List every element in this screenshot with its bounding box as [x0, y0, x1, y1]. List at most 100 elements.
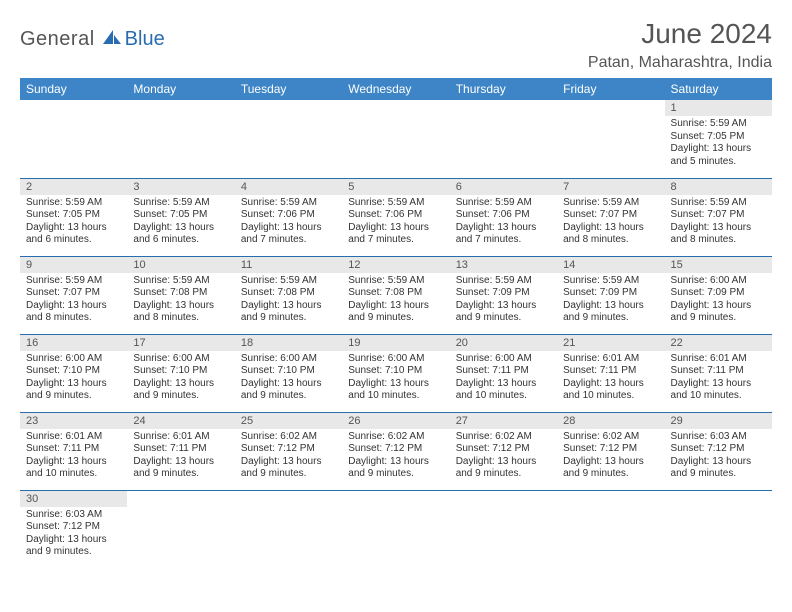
sunset-text: Sunset: 7:12 PM	[241, 443, 336, 456]
day-number: 5	[342, 179, 449, 195]
daylight-text-2: and 9 minutes.	[26, 390, 121, 403]
day-number: 6	[450, 179, 557, 195]
weekday-header: Friday	[557, 78, 664, 100]
calendar-cell: 1Sunrise: 5:59 AMSunset: 7:05 PMDaylight…	[665, 100, 772, 178]
daylight-text-2: and 10 minutes.	[348, 390, 443, 403]
daylight-text-2: and 6 minutes.	[26, 234, 121, 247]
daylight-text-2: and 9 minutes.	[133, 390, 228, 403]
sunrise-text: Sunrise: 6:03 AM	[671, 431, 766, 444]
weekday-header: Tuesday	[235, 78, 342, 100]
daylight-text-1: Daylight: 13 hours	[26, 222, 121, 235]
sunrise-text: Sunrise: 6:00 AM	[133, 353, 228, 366]
calendar-cell: 8Sunrise: 5:59 AMSunset: 7:07 PMDaylight…	[665, 178, 772, 256]
month-title: June 2024	[588, 18, 772, 50]
daylight-text-2: and 10 minutes.	[26, 468, 121, 481]
sunrise-text: Sunrise: 6:02 AM	[241, 431, 336, 444]
day-number: 24	[127, 413, 234, 429]
day-number: 20	[450, 335, 557, 351]
sunset-text: Sunset: 7:10 PM	[241, 365, 336, 378]
calendar-cell	[235, 490, 342, 568]
sunrise-text: Sunrise: 6:00 AM	[26, 353, 121, 366]
sunrise-text: Sunrise: 5:59 AM	[241, 275, 336, 288]
day-details: Sunrise: 6:00 AMSunset: 7:10 PMDaylight:…	[235, 351, 342, 407]
daylight-text-1: Daylight: 13 hours	[133, 300, 228, 313]
sunrise-text: Sunrise: 6:01 AM	[26, 431, 121, 444]
calendar-cell: 12Sunrise: 5:59 AMSunset: 7:08 PMDayligh…	[342, 256, 449, 334]
calendar-cell: 20Sunrise: 6:00 AMSunset: 7:11 PMDayligh…	[450, 334, 557, 412]
daylight-text-1: Daylight: 13 hours	[348, 456, 443, 469]
sunset-text: Sunset: 7:05 PM	[133, 209, 228, 222]
daylight-text-2: and 9 minutes.	[241, 468, 336, 481]
day-details: Sunrise: 6:00 AMSunset: 7:10 PMDaylight:…	[127, 351, 234, 407]
sunrise-text: Sunrise: 5:59 AM	[26, 197, 121, 210]
sunrise-text: Sunrise: 5:59 AM	[348, 197, 443, 210]
day-details: Sunrise: 5:59 AMSunset: 7:08 PMDaylight:…	[342, 273, 449, 329]
calendar-cell	[665, 490, 772, 568]
day-details: Sunrise: 6:01 AMSunset: 7:11 PMDaylight:…	[127, 429, 234, 485]
daylight-text-2: and 9 minutes.	[671, 468, 766, 481]
calendar-cell: 4Sunrise: 5:59 AMSunset: 7:06 PMDaylight…	[235, 178, 342, 256]
sunset-text: Sunset: 7:11 PM	[26, 443, 121, 456]
sunrise-text: Sunrise: 5:59 AM	[563, 197, 658, 210]
day-details: Sunrise: 6:03 AMSunset: 7:12 PMDaylight:…	[20, 507, 127, 563]
daylight-text-1: Daylight: 13 hours	[133, 378, 228, 391]
daylight-text-1: Daylight: 13 hours	[26, 456, 121, 469]
daylight-text-1: Daylight: 13 hours	[563, 378, 658, 391]
day-details: Sunrise: 6:02 AMSunset: 7:12 PMDaylight:…	[235, 429, 342, 485]
calendar-cell	[557, 490, 664, 568]
calendar-cell: 11Sunrise: 5:59 AMSunset: 7:08 PMDayligh…	[235, 256, 342, 334]
calendar-cell: 22Sunrise: 6:01 AMSunset: 7:11 PMDayligh…	[665, 334, 772, 412]
sunrise-text: Sunrise: 6:00 AM	[671, 275, 766, 288]
day-number: 13	[450, 257, 557, 273]
calendar-cell: 7Sunrise: 5:59 AMSunset: 7:07 PMDaylight…	[557, 178, 664, 256]
calendar-cell: 5Sunrise: 5:59 AMSunset: 7:06 PMDaylight…	[342, 178, 449, 256]
day-details: Sunrise: 6:02 AMSunset: 7:12 PMDaylight:…	[557, 429, 664, 485]
sunset-text: Sunset: 7:08 PM	[348, 287, 443, 300]
sunrise-text: Sunrise: 6:01 AM	[133, 431, 228, 444]
sunrise-text: Sunrise: 6:02 AM	[348, 431, 443, 444]
calendar-cell: 27Sunrise: 6:02 AMSunset: 7:12 PMDayligh…	[450, 412, 557, 490]
daylight-text-2: and 10 minutes.	[563, 390, 658, 403]
daylight-text-1: Daylight: 13 hours	[348, 300, 443, 313]
calendar-cell: 19Sunrise: 6:00 AMSunset: 7:10 PMDayligh…	[342, 334, 449, 412]
sunset-text: Sunset: 7:09 PM	[671, 287, 766, 300]
calendar-week-row: 1Sunrise: 5:59 AMSunset: 7:05 PMDaylight…	[20, 100, 772, 178]
day-details: Sunrise: 6:00 AMSunset: 7:09 PMDaylight:…	[665, 273, 772, 329]
location-text: Patan, Maharashtra, India	[588, 54, 772, 72]
day-details: Sunrise: 5:59 AMSunset: 7:07 PMDaylight:…	[665, 195, 772, 251]
sunrise-text: Sunrise: 6:03 AM	[26, 509, 121, 522]
sunset-text: Sunset: 7:08 PM	[241, 287, 336, 300]
calendar-week-row: 16Sunrise: 6:00 AMSunset: 7:10 PMDayligh…	[20, 334, 772, 412]
sunset-text: Sunset: 7:06 PM	[348, 209, 443, 222]
day-details: Sunrise: 6:01 AMSunset: 7:11 PMDaylight:…	[557, 351, 664, 407]
day-details: Sunrise: 6:01 AMSunset: 7:11 PMDaylight:…	[20, 429, 127, 485]
calendar-week-row: 30Sunrise: 6:03 AMSunset: 7:12 PMDayligh…	[20, 490, 772, 568]
calendar-grid: Sunday Monday Tuesday Wednesday Thursday…	[20, 78, 772, 568]
daylight-text-2: and 9 minutes.	[563, 468, 658, 481]
day-number: 26	[342, 413, 449, 429]
day-details: Sunrise: 6:02 AMSunset: 7:12 PMDaylight:…	[342, 429, 449, 485]
sunrise-text: Sunrise: 5:59 AM	[133, 197, 228, 210]
sunrise-text: Sunrise: 6:00 AM	[348, 353, 443, 366]
day-number: 25	[235, 413, 342, 429]
sunset-text: Sunset: 7:07 PM	[563, 209, 658, 222]
calendar-cell: 25Sunrise: 6:02 AMSunset: 7:12 PMDayligh…	[235, 412, 342, 490]
calendar-cell: 16Sunrise: 6:00 AMSunset: 7:10 PMDayligh…	[20, 334, 127, 412]
calendar-cell: 6Sunrise: 5:59 AMSunset: 7:06 PMDaylight…	[450, 178, 557, 256]
sunrise-text: Sunrise: 6:02 AM	[456, 431, 551, 444]
sunset-text: Sunset: 7:10 PM	[26, 365, 121, 378]
day-details: Sunrise: 6:00 AMSunset: 7:10 PMDaylight:…	[342, 351, 449, 407]
sunrise-text: Sunrise: 6:00 AM	[456, 353, 551, 366]
calendar-cell: 3Sunrise: 5:59 AMSunset: 7:05 PMDaylight…	[127, 178, 234, 256]
daylight-text-1: Daylight: 13 hours	[671, 143, 766, 156]
daylight-text-1: Daylight: 13 hours	[133, 222, 228, 235]
calendar-cell	[127, 100, 234, 178]
daylight-text-1: Daylight: 13 hours	[241, 456, 336, 469]
title-block: June 2024 Patan, Maharashtra, India	[588, 18, 772, 72]
day-number: 15	[665, 257, 772, 273]
daylight-text-1: Daylight: 13 hours	[456, 378, 551, 391]
calendar-cell: 26Sunrise: 6:02 AMSunset: 7:12 PMDayligh…	[342, 412, 449, 490]
day-details: Sunrise: 5:59 AMSunset: 7:05 PMDaylight:…	[20, 195, 127, 251]
sunset-text: Sunset: 7:08 PM	[133, 287, 228, 300]
day-details: Sunrise: 5:59 AMSunset: 7:05 PMDaylight:…	[665, 116, 772, 172]
